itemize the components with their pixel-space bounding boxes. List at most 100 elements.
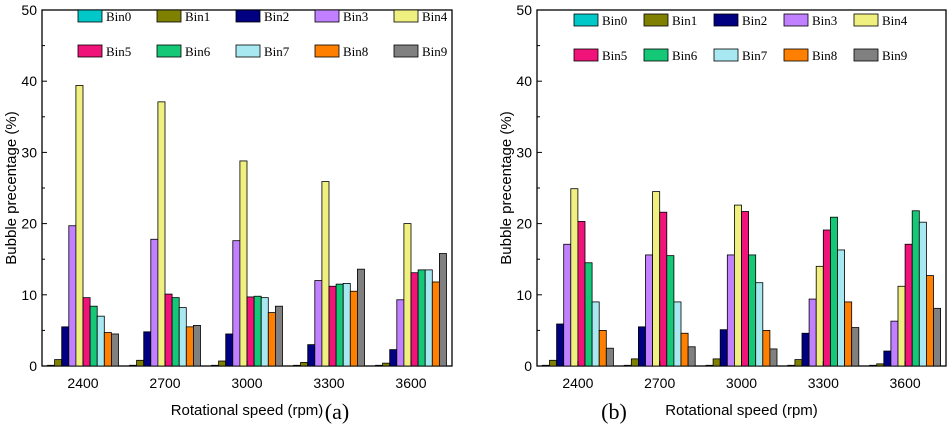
x-tick-label: 3300 — [313, 375, 344, 391]
bar-bin8 — [598, 329, 607, 367]
bar-bin0 — [375, 364, 383, 367]
bar-bin7 — [918, 221, 927, 367]
y-tick-label: 10 — [21, 287, 37, 303]
x-tick-label: 2700 — [644, 375, 675, 391]
legend-swatch-bin9 — [853, 48, 879, 62]
legend-label-bin8: Bin8 — [812, 48, 837, 63]
bar-bin0 — [705, 364, 714, 367]
x-axis-label: Rotational speed (rpm) — [171, 402, 324, 419]
legend-label-bin0: Bin0 — [602, 13, 627, 28]
bar-bin8 — [926, 275, 934, 367]
x-tick-label: 3600 — [890, 375, 921, 391]
bar-bin9 — [769, 348, 778, 367]
bar-bin7 — [96, 315, 105, 367]
legend-swatch-bin2 — [713, 13, 739, 27]
y-axis-label: Bubble precentage (%) — [3, 111, 20, 264]
chart-panel-a: 0 10 20 30 40 50 2400 2700 3000 3300 3600 Rotationa… — [3, 2, 453, 424]
bar-bin2 — [719, 329, 728, 367]
legend-label-bin2: Bin2 — [264, 9, 289, 24]
bar-bin1 — [630, 358, 639, 367]
bar-bin8 — [185, 326, 194, 367]
bar-bin6 — [830, 216, 838, 367]
bar-bin3 — [808, 298, 817, 367]
bar-bin9 — [111, 333, 119, 367]
legend-swatch-bin4 — [393, 9, 419, 23]
bar-bin0 — [129, 364, 137, 367]
bar-bin2 — [801, 332, 810, 367]
bar-bin3 — [396, 299, 405, 367]
bar-bin0 — [787, 364, 796, 367]
bar-bin5 — [410, 272, 419, 367]
y-tick-label: 20 — [516, 216, 532, 232]
legend-swatch-bin8 — [314, 44, 340, 58]
bar-bin3 — [150, 238, 159, 367]
x-tick-label: 3300 — [808, 375, 839, 391]
bar-bin8 — [103, 332, 112, 367]
bar-bin0 — [211, 364, 219, 367]
bar-bin7 — [837, 249, 845, 367]
bar-bin4 — [897, 285, 906, 367]
bar-bin5 — [82, 297, 91, 367]
legend-label-bin4: Bin4 — [882, 13, 908, 28]
bar-bin4 — [734, 204, 742, 367]
bar-bin7 — [260, 297, 269, 367]
legend-label-bin6: Bin6 — [672, 48, 698, 63]
bar-bin9 — [851, 327, 860, 367]
legend-swatch-bin0 — [573, 13, 599, 27]
bar-bin4 — [157, 101, 166, 367]
bar-bin3 — [232, 240, 241, 367]
y-tick-label: 50 — [21, 2, 37, 18]
bar-bin6 — [171, 297, 180, 367]
bar-bin1 — [382, 362, 391, 367]
bar-bin2 — [143, 331, 152, 367]
bar-bin5 — [659, 211, 668, 367]
legend-label-bin0: Bin0 — [106, 9, 131, 24]
bar-bin4 — [815, 265, 824, 367]
x-tick-label: 3000 — [726, 375, 757, 391]
bar-bin8 — [680, 332, 689, 367]
bar-bin1 — [300, 362, 309, 367]
bar-bin8 — [267, 312, 276, 367]
legend-label-bin1: Bin1 — [185, 9, 210, 24]
bar-bin6 — [748, 254, 757, 367]
bar-bin8 — [431, 281, 440, 367]
panel-label: (a) — [325, 399, 349, 424]
bar-bin0 — [293, 364, 301, 367]
bar-bin1 — [876, 363, 885, 367]
x-tick-label: 2400 — [562, 375, 593, 391]
bar-bin7 — [424, 269, 433, 367]
bar-bin6 — [666, 255, 675, 367]
legend-swatch-bin6 — [643, 48, 669, 62]
bar-bin3 — [68, 225, 77, 367]
chart-panel-b: 0 10 20 30 40 50 2400 2700 3000 3300 3600 Rotationa… — [498, 2, 947, 424]
bar-bin2 — [556, 323, 565, 367]
legend-swatch-bin3 — [783, 13, 809, 27]
x-axis-label: Rotational speed (rpm) — [665, 402, 818, 419]
bar-bin4 — [570, 188, 579, 367]
bar-bin6 — [335, 283, 344, 367]
bar-bin2 — [61, 326, 70, 367]
legend-label-bin9: Bin9 — [422, 44, 447, 59]
legend-swatch-bin1 — [643, 13, 669, 27]
legend-swatch-bin7 — [713, 48, 739, 62]
legend-label-bin7: Bin7 — [264, 44, 290, 59]
bar-bin5 — [246, 296, 255, 367]
bar-bin4 — [652, 191, 661, 367]
legend-label-bin8: Bin8 — [343, 44, 368, 59]
y-axis-label: Bubble precentage (%) — [498, 111, 515, 264]
y-tick-label: 40 — [21, 73, 37, 89]
bar-bin2 — [307, 344, 316, 367]
bar-bin9 — [933, 307, 941, 367]
bar-bin8 — [762, 329, 771, 367]
y-tick-label: 10 — [516, 287, 532, 303]
bar-bin7 — [755, 282, 764, 367]
bar-bin6 — [911, 210, 920, 367]
legend-swatch-bin7 — [235, 44, 261, 58]
bar-bin2 — [225, 333, 234, 367]
bar-bin1 — [794, 359, 803, 367]
legend-swatch-bin1 — [156, 9, 182, 23]
legend-swatch-bin0 — [77, 9, 103, 23]
bar-bin4 — [403, 223, 412, 367]
y-tick-label: 0 — [524, 358, 532, 374]
